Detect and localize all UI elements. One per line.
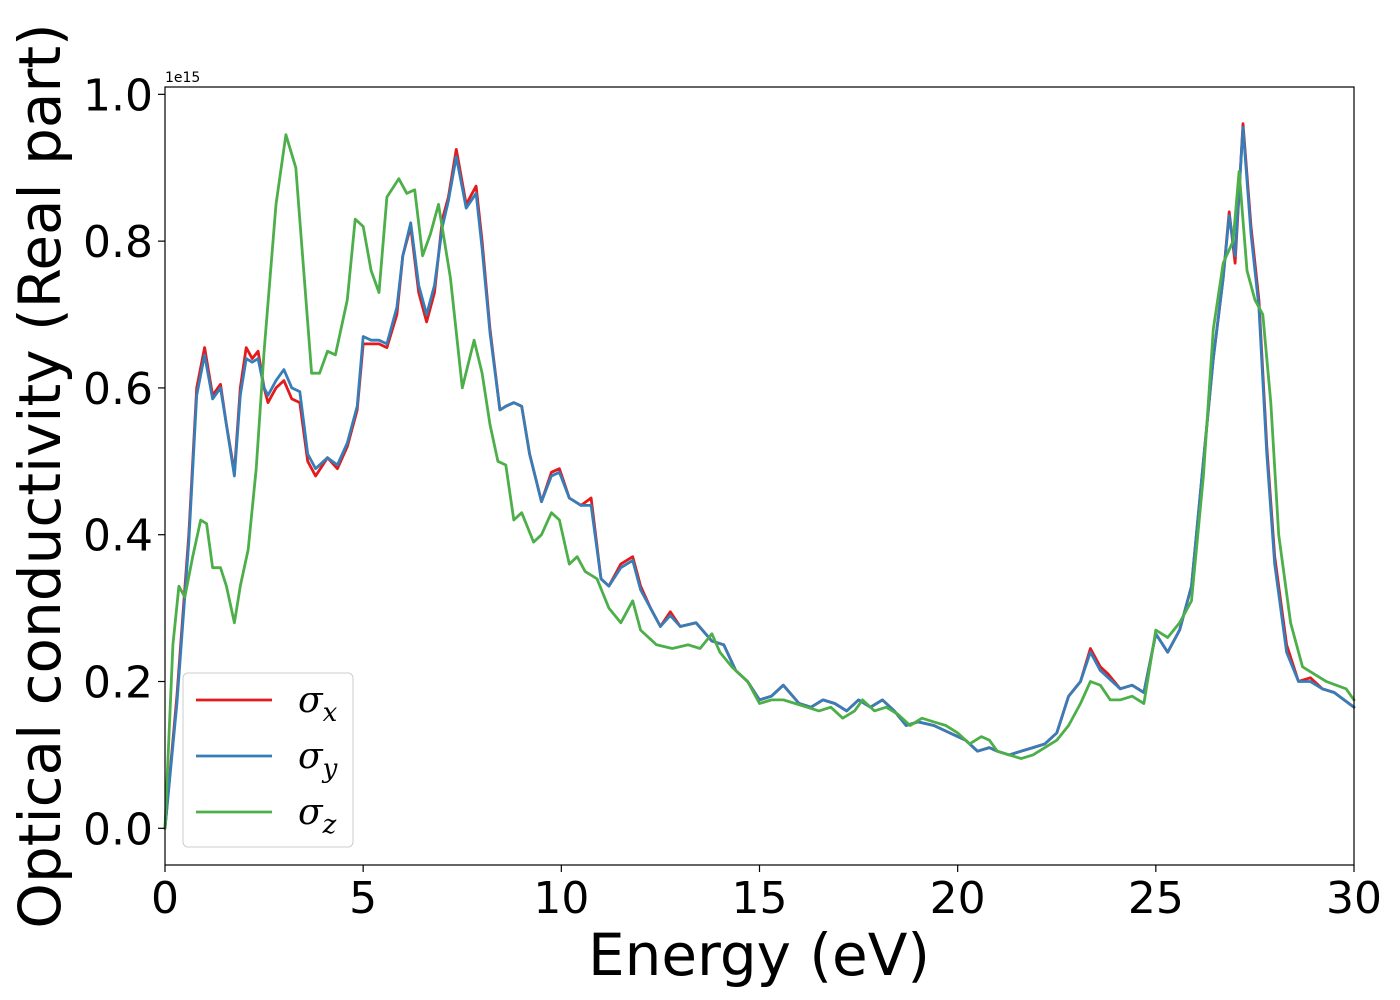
y-tick-label: 0.6 [83, 364, 153, 415]
y-axis-title: Optical conductivity (Real part) [6, 23, 74, 928]
legend-label-subscript: x [323, 698, 338, 728]
series-layer [163, 122, 1356, 830]
legend-label-z: σz [298, 792, 337, 840]
legend-label-y: σy [298, 736, 338, 784]
y-tick-label: 1.0 [83, 70, 153, 121]
x-axis-title: Energy (eV) [588, 921, 930, 989]
y-axis-ticks: 0.0 0.2 0.4 0.6 0.8 1.0 [83, 70, 165, 855]
x-axis-ticks: 0 5 10 15 20 25 30 [151, 865, 1382, 924]
x-tick-label: 20 [930, 873, 986, 924]
plot-area [165, 87, 1354, 865]
legend-label-base: σ [298, 792, 324, 833]
y-tick-label: 0.8 [83, 217, 153, 268]
legend-label-x: σx [298, 680, 338, 728]
series-line-z [163, 133, 1356, 830]
y-tick-label: 0.2 [83, 658, 153, 709]
legend-box [182, 672, 354, 848]
legend-label-base: σ [298, 736, 324, 777]
y-tick-label: 0.0 [83, 804, 153, 855]
x-tick-label: 0 [151, 873, 179, 924]
x-tick-label: 15 [732, 873, 788, 924]
x-tick-label: 25 [1128, 873, 1184, 924]
x-tick-label: 10 [533, 873, 589, 924]
x-tick-label: 5 [349, 873, 377, 924]
legend-label-subscript: z [322, 810, 337, 840]
y-tick-label: 0.4 [83, 511, 153, 562]
legend-label-subscript: y [322, 754, 338, 784]
y-offset-label: 1e15 [165, 70, 200, 86]
legend-label-base: σ [298, 680, 324, 721]
x-tick-label: 30 [1326, 873, 1382, 924]
